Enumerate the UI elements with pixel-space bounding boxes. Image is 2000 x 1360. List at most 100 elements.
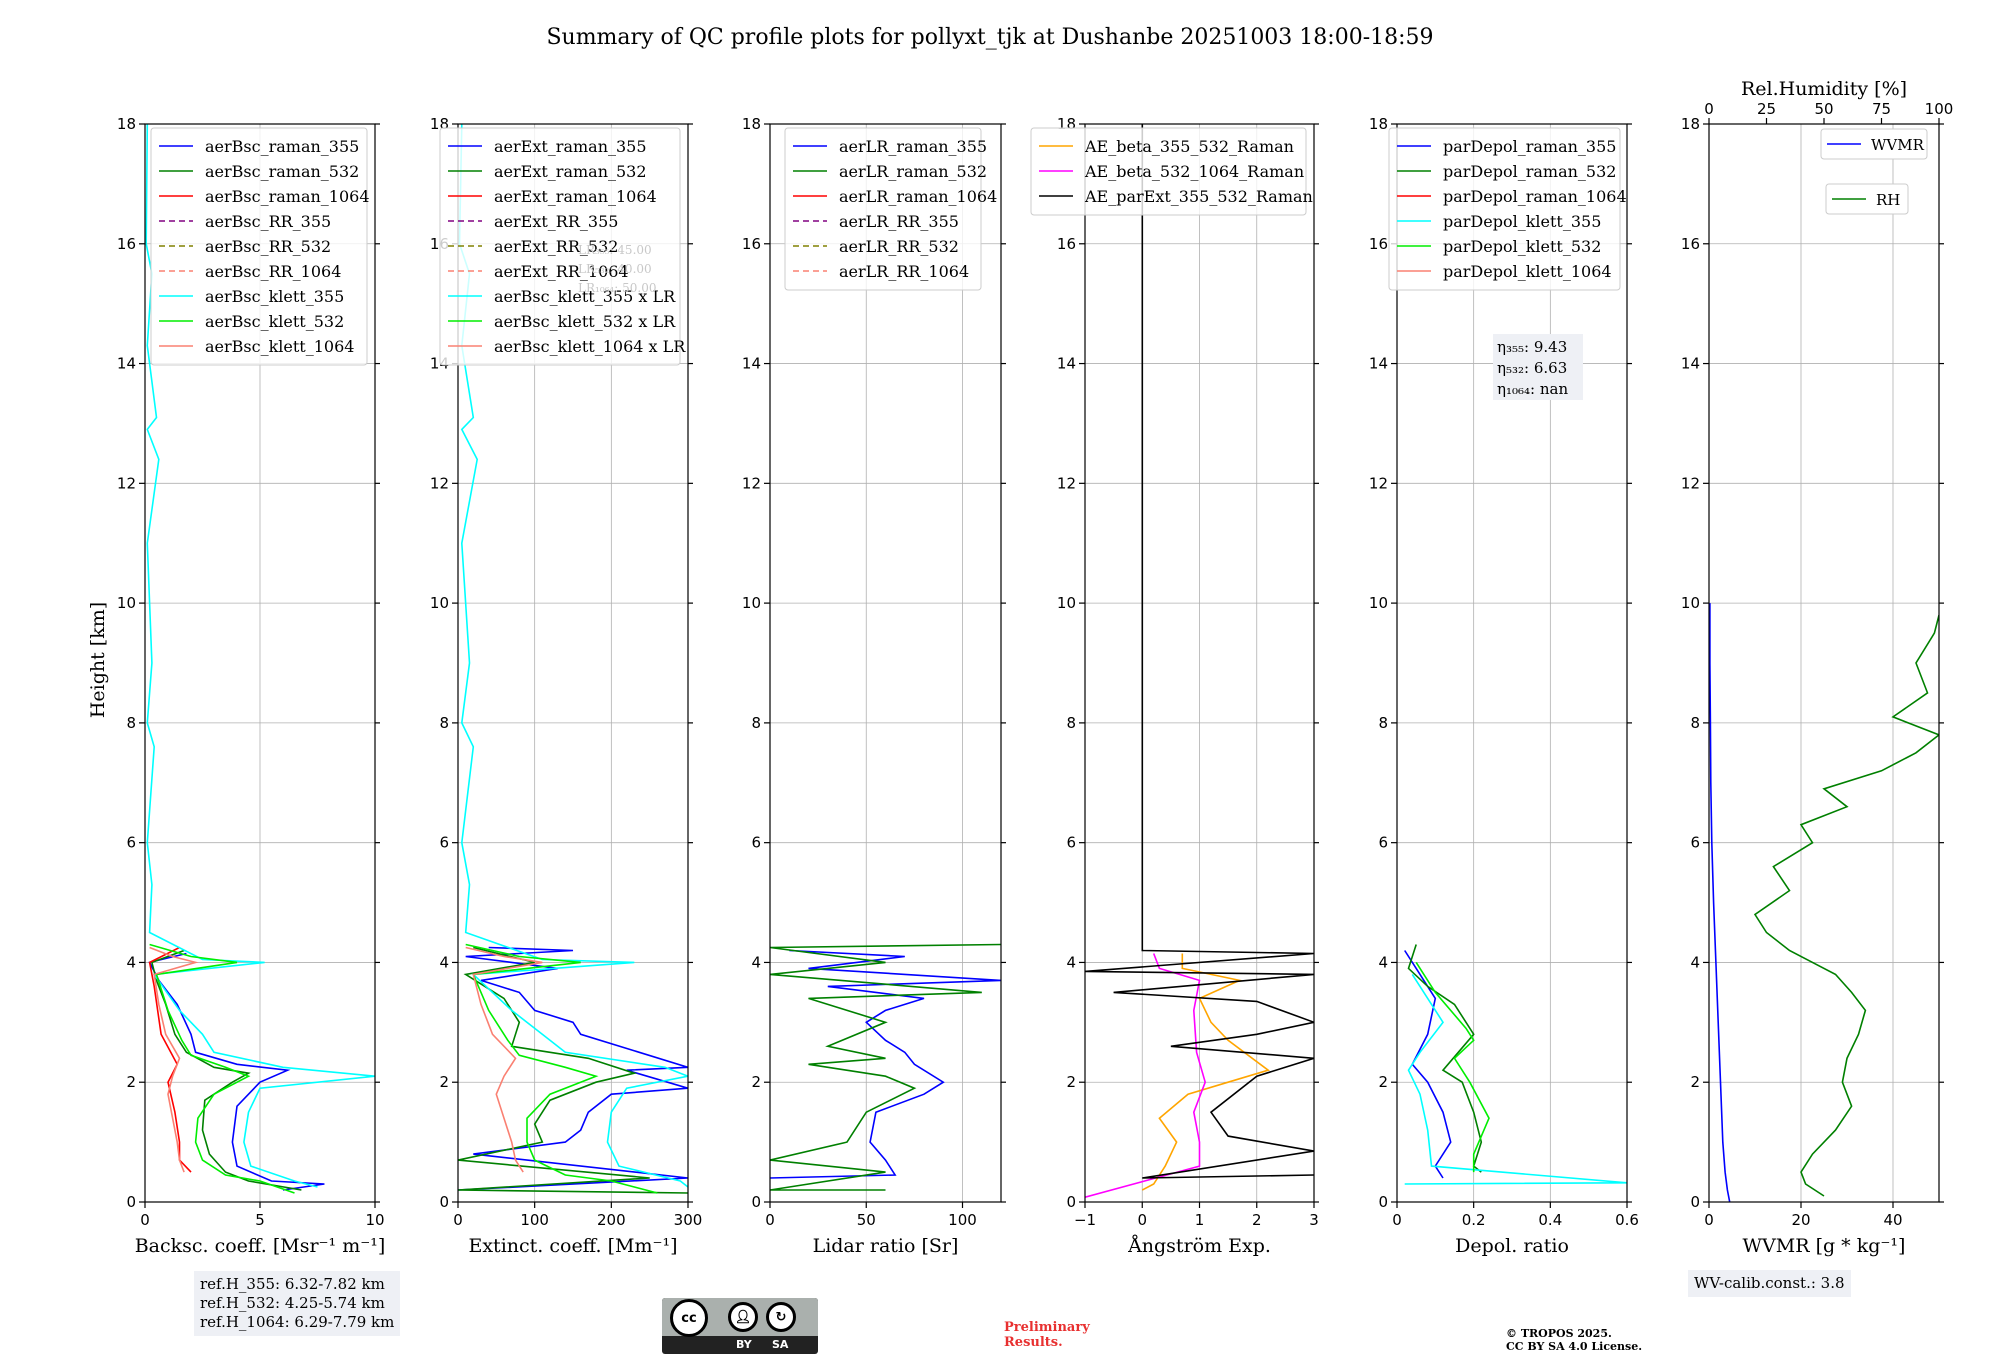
y-tick-label: 6: [1378, 834, 1388, 852]
y-axis-label: Height [km]: [87, 602, 109, 718]
y-tick-label: 10: [117, 594, 136, 612]
annotation-text: LR₁₀₆₄: 50.00: [578, 281, 656, 295]
legend-label: parDepol_raman_1064: [1443, 187, 1627, 206]
y-tick-label: 2: [126, 1073, 136, 1091]
series-group: [145, 124, 375, 1194]
legend-label: WVMR: [1871, 136, 1925, 154]
y-tick-label: 0: [751, 1193, 761, 1211]
annotation-text: LR₅₃₂: 40.00: [578, 262, 652, 276]
x-tick-label: 0.6: [1615, 1211, 1639, 1229]
axes-frame: [1396, 123, 1628, 1203]
legend-label: aerLR_raman_532: [839, 162, 987, 181]
y-tick-label: 12: [1681, 474, 1700, 492]
y-tick-label: 6: [751, 834, 761, 852]
x-tick-label: −1: [1074, 1211, 1096, 1229]
x-axis-label-p6: WVMR [g * kg⁻¹]: [1743, 1235, 1906, 1257]
y-tick-label: 6: [126, 834, 136, 852]
legend-p3: aerLR_raman_355 aerLR_raman_532 aerLR_rama…: [784, 127, 997, 291]
y-tick-label: 4: [1378, 953, 1388, 971]
legend-p2: aerExt_raman_355 aerExt_raman_532 aerExt_r…: [439, 127, 686, 366]
y-tick-label: 12: [117, 474, 136, 492]
copyright-note: © TROPOS 2025. CC BY SA 4.0 License.: [1506, 1327, 1643, 1353]
series-line-aerBsc_raman_1064: [148, 946, 192, 1173]
y-tick-label: 4: [1066, 953, 1076, 971]
wv-calibration-box: WV-calib.const.: 3.8: [1688, 1270, 1851, 1297]
wv-calibration-text: WV-calib.const.: 3.8: [1694, 1274, 1845, 1292]
preliminary-results-note: Preliminary Results.: [1004, 1320, 1090, 1350]
y-tick-label: 12: [1057, 474, 1076, 492]
annotation-p5: η₃₅₅: 9.43 η₅₃₂: 6.63 η₁₀₆₄: nan: [1493, 334, 1583, 400]
x-tick-label: 0: [1704, 1211, 1714, 1229]
legend-label: parDepol_klett_1064: [1443, 262, 1612, 281]
x-tick-label: 3: [1309, 1211, 1319, 1229]
y-tick-label: 10: [1681, 594, 1700, 612]
ref-height-1064: ref.H_1064: 6.29-7.79 km: [200, 1313, 395, 1331]
x-axis-label-p2: Extinct. coeff. [Mm⁻¹]: [468, 1235, 677, 1257]
series-line-aerBsc_klett_355 x LR: [458, 124, 688, 1188]
x-tick-label: 0.4: [1538, 1211, 1562, 1229]
series-group: [1709, 603, 1939, 1202]
legend-label: aerBsc_RR_1064: [205, 262, 341, 281]
x-axis-label-p4: Ångström Exp.: [1127, 1235, 1271, 1257]
x-tick-label: 0.2: [1462, 1211, 1486, 1229]
legend-label: AE_parExt_355_532_Raman: [1084, 187, 1313, 206]
legend-label: aerBsc_klett_355 x LR: [494, 287, 676, 306]
x-tick-label: 40: [1883, 1211, 1902, 1229]
legend-label: aerExt_raman_532: [494, 162, 647, 181]
panel-p1: 0 5 10 0 2 4 6 8 10 12 14 16 18 Backsc. coeff. [Msr⁻¹…: [117, 115, 385, 1257]
y-tick-label: 4: [439, 953, 449, 971]
y-tick-label: 8: [751, 714, 761, 732]
series-line-parDepol_raman_355: [1404, 950, 1452, 1179]
y-tick-label: 8: [1378, 714, 1388, 732]
x-tick-label: 0: [453, 1211, 463, 1229]
legend-rh: RH: [1825, 183, 1909, 215]
y-tick-label: 14: [1369, 355, 1388, 373]
legend-wvmr: WVMR: [1820, 128, 1928, 160]
legend-label: aerExt_raman_1064: [494, 187, 657, 206]
y-tick-label: 18: [742, 115, 761, 133]
series-line-RH: [1753, 614, 1939, 1197]
y-tick-label: 0: [126, 1193, 136, 1211]
y-tick-label: 0: [1066, 1193, 1076, 1211]
attribution-icon: 👤︎: [728, 1302, 758, 1332]
figure-title: Summary of QC profile plots for pollyxt_…: [546, 25, 1433, 50]
y-tick-label: 6: [1690, 834, 1700, 852]
y-tick-label: 2: [1378, 1073, 1388, 1091]
x-tick-label: 200: [597, 1211, 626, 1229]
legend-label: aerBsc_klett_355: [205, 287, 344, 306]
legend-label: aerBsc_RR_355: [205, 212, 331, 231]
y-tick-label: 2: [439, 1073, 449, 1091]
series-line-aerBsc_klett_1064: [149, 946, 199, 1173]
series-line-aerLR_raman_355: [770, 949, 1001, 1179]
y-tick-label: 14: [117, 355, 136, 373]
legend-label: aerBsc_klett_1064 x LR: [494, 337, 686, 356]
series-line-aerBsc_klett_355: [145, 124, 375, 1188]
legend-label: parDepol_klett_355: [1443, 212, 1601, 231]
legend-label: aerBsc_raman_1064: [205, 187, 370, 206]
legend-label: parDepol_raman_355: [1443, 137, 1616, 156]
series-line-AE_beta_532_1064_Raman: [1085, 953, 1207, 1198]
legend-label: aerBsc_RR_532: [205, 237, 331, 256]
y-tick-label: 4: [126, 953, 136, 971]
series-line-aerBsc_klett_532: [149, 943, 295, 1194]
x-tick-label: 0: [765, 1211, 775, 1229]
y-tick-label: 0: [1378, 1193, 1388, 1211]
x-tick-label: 1: [1195, 1211, 1205, 1229]
top-x-tick-label: 100: [1925, 100, 1954, 118]
legend-label: aerExt_RR_355: [494, 212, 618, 231]
y-tick-label: 16: [1681, 235, 1700, 253]
annotation-text: η₁₀₆₄: nan: [1497, 380, 1568, 398]
y-tick-label: 2: [751, 1073, 761, 1091]
x-tick-label: 20: [1791, 1211, 1810, 1229]
y-tick-label: 10: [1057, 594, 1076, 612]
axes-frame: [1708, 123, 1940, 1203]
y-tick-label: 12: [430, 474, 449, 492]
x-tick-label: 100: [520, 1211, 549, 1229]
series-line-parDepol_raman_532: [1407, 944, 1483, 1173]
series-group: [458, 124, 688, 1194]
ref-height-532: ref.H_532: 4.25-5.74 km: [200, 1294, 385, 1312]
top-x-tick-label: 75: [1872, 100, 1891, 118]
x-tick-label: 0: [140, 1211, 150, 1229]
series-group: [770, 943, 1001, 1191]
series-group: [1085, 124, 1314, 1198]
